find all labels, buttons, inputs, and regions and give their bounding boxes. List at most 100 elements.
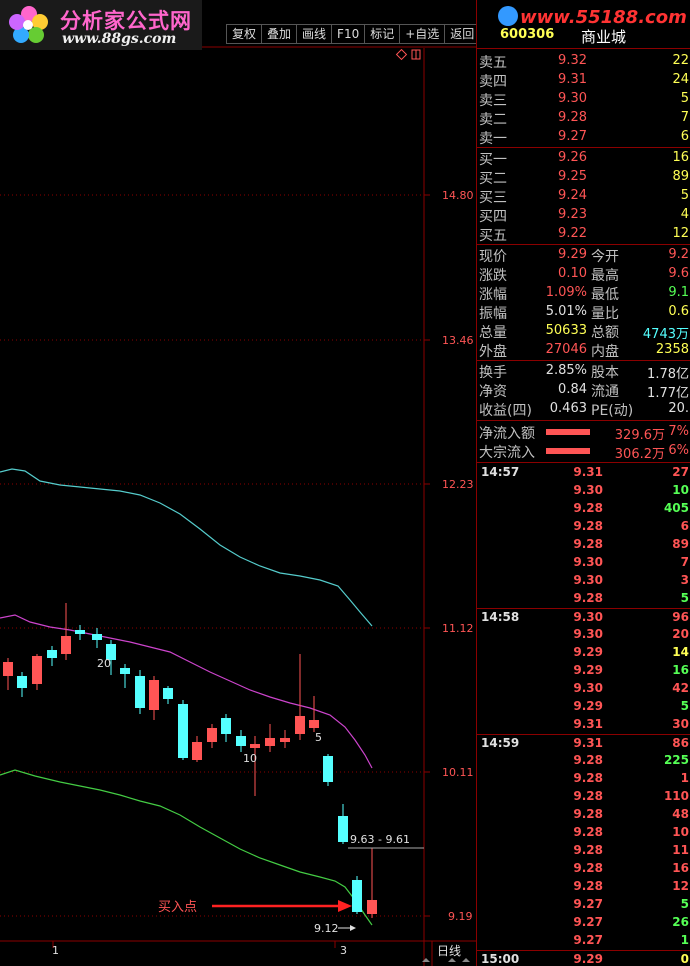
price-tick-label: 12.23 xyxy=(442,478,474,491)
toolbar-button-mark[interactable]: 标记 xyxy=(364,24,400,44)
candle xyxy=(120,664,130,688)
order-price: 9.24 xyxy=(558,188,587,203)
stat-label: 股本 xyxy=(591,365,619,381)
tick-volume: 16 xyxy=(672,663,689,677)
tick-price: 9.29 xyxy=(573,699,603,713)
tick-volume: 96 xyxy=(672,610,689,624)
buy-point-label: 买入点 xyxy=(158,900,197,915)
candle xyxy=(192,736,202,762)
stat-label: 今开 xyxy=(591,249,619,265)
tick-volume: 42 xyxy=(672,681,689,695)
order-volume: 22 xyxy=(672,53,689,68)
tick-row: 15:00 9.29 0 xyxy=(477,950,690,966)
order-price: 9.30 xyxy=(558,91,587,106)
tick-volume: 5 xyxy=(680,699,689,713)
stat-value: 0.6 xyxy=(668,304,689,319)
stat-row: 总量 50633 总额 4743万 xyxy=(477,322,690,342)
order-row-bid[interactable]: 买三 9.24 5 xyxy=(477,187,690,206)
tick-volume: 27 xyxy=(672,465,689,479)
tick-row: 9.28 110 xyxy=(477,788,690,806)
tick-row: 14:58 9.30 96 xyxy=(477,608,690,627)
lower-band-line xyxy=(0,769,373,926)
tick-row: 9.29 14 xyxy=(477,644,690,662)
toolbar-button-back[interactable]: 返回 xyxy=(444,24,481,44)
tick-row: 9.27 26 xyxy=(477,914,690,932)
fund-flow-label: 净流入额 xyxy=(479,426,535,442)
stat-label: 外盘 xyxy=(479,344,507,360)
order-row-ask[interactable]: 卖四 9.31 24 xyxy=(477,71,690,90)
stat-row: 换手 2.85% 股本 1.78亿 xyxy=(477,362,690,382)
tick-price: 9.29 xyxy=(573,952,603,966)
price-gridlines xyxy=(0,194,424,917)
tick-row: 9.28 10 xyxy=(477,824,690,842)
candle xyxy=(250,736,260,796)
toolbar-button-add-watchlist[interactable]: +自选 xyxy=(399,24,445,44)
order-row-bid[interactable]: 买四 9.23 4 xyxy=(477,206,690,225)
tick-row: 9.28 6 xyxy=(477,518,690,536)
tick-price: 9.30 xyxy=(573,483,603,497)
order-row-ask[interactable]: 卖一 9.27 6 xyxy=(477,128,690,147)
tick-price: 9.28 xyxy=(573,789,603,803)
tick-row: 9.29 5 xyxy=(477,698,690,716)
order-row-ask[interactable]: 卖二 9.28 7 xyxy=(477,109,690,128)
kline-chart[interactable]: 14.80 13.46 12.23 11.12 10.11 9.19 9.63 … xyxy=(0,0,476,966)
tick-volume: 1 xyxy=(680,933,689,947)
stat-value: 50633 xyxy=(545,323,587,338)
toolbar-button-f10[interactable]: F10 xyxy=(331,24,365,44)
toolbar-button-fuquan[interactable]: 复权 xyxy=(226,24,262,44)
stat-label: 内盘 xyxy=(591,344,619,360)
order-volume: 6 xyxy=(680,129,689,144)
stat-value: 1.09% xyxy=(545,285,587,300)
tick-price: 9.27 xyxy=(573,897,603,911)
stock-header: 600306 商业城 xyxy=(477,25,690,47)
tick-price: 9.28 xyxy=(573,771,603,785)
tick-volume: 30 xyxy=(672,717,689,731)
fund-flow-value: 306.2万 xyxy=(614,447,665,462)
tick-volume: 7 xyxy=(680,555,689,569)
tick-volume: 3 xyxy=(680,573,689,587)
stat-label: 流通 xyxy=(591,384,619,400)
order-row-ask[interactable]: 卖三 9.30 5 xyxy=(477,90,690,109)
tick-time: 14:59 xyxy=(481,736,520,750)
stat-value: 0.10 xyxy=(558,266,587,281)
candle xyxy=(47,646,57,666)
order-row-bid[interactable]: 买二 9.25 89 xyxy=(477,168,690,187)
tick-price: 9.28 xyxy=(573,807,603,821)
tick-time: 14:57 xyxy=(481,465,520,479)
tick-row: 9.28 225 xyxy=(477,752,690,770)
tick-row: 9.28 405 xyxy=(477,500,690,518)
stat-label: 总额 xyxy=(591,325,619,341)
stat-label: 收益(四) xyxy=(479,403,532,419)
order-row-bid[interactable]: 买五 9.22 12 xyxy=(477,225,690,244)
tick-price: 9.30 xyxy=(573,573,603,587)
stock-name: 商业城 xyxy=(581,28,627,46)
order-volume: 12 xyxy=(672,226,689,241)
toolbar-button-draw[interactable]: 画线 xyxy=(296,24,332,44)
quote-panel: 600306 商业城 卖五 9.32 22 卖四 9.31 24 卖三 9.30 5 卖二 9.28… xyxy=(476,0,690,966)
candlesticks xyxy=(3,603,377,918)
fund-flow-row: 净流入额 329.6万 7% xyxy=(477,423,690,443)
tick-row: 9.28 16 xyxy=(477,860,690,878)
order-volume: 16 xyxy=(672,150,689,165)
tick-price: 9.28 xyxy=(573,537,603,551)
toolbar-button-overlay[interactable]: 叠加 xyxy=(261,24,297,44)
stat-row: 净资 0.84 流通 1.77亿 xyxy=(477,381,690,401)
order-price: 9.31 xyxy=(558,72,587,87)
order-volume: 5 xyxy=(680,188,689,203)
tick-row: 9.28 89 xyxy=(477,536,690,554)
order-level-label: 卖四 xyxy=(479,74,507,90)
candle xyxy=(3,658,13,690)
order-row-ask[interactable]: 卖五 9.32 22 xyxy=(477,52,690,71)
tick-volume: 26 xyxy=(672,915,689,929)
tick-volume: 0 xyxy=(680,952,689,966)
order-level-label: 买五 xyxy=(479,228,507,244)
chart-corner-icons[interactable] xyxy=(395,48,421,61)
period-label[interactable]: 日线 xyxy=(437,944,461,958)
fund-flow-bar xyxy=(546,448,590,454)
watermark-site: www.55188.com xyxy=(498,6,687,28)
order-row-bid[interactable]: 买一 9.26 16 xyxy=(477,149,690,168)
tick-time: 15:00 xyxy=(481,952,520,966)
candle xyxy=(149,676,159,720)
tick-volume: 405 xyxy=(663,501,689,515)
fund-flow-pct: 7% xyxy=(668,424,689,439)
